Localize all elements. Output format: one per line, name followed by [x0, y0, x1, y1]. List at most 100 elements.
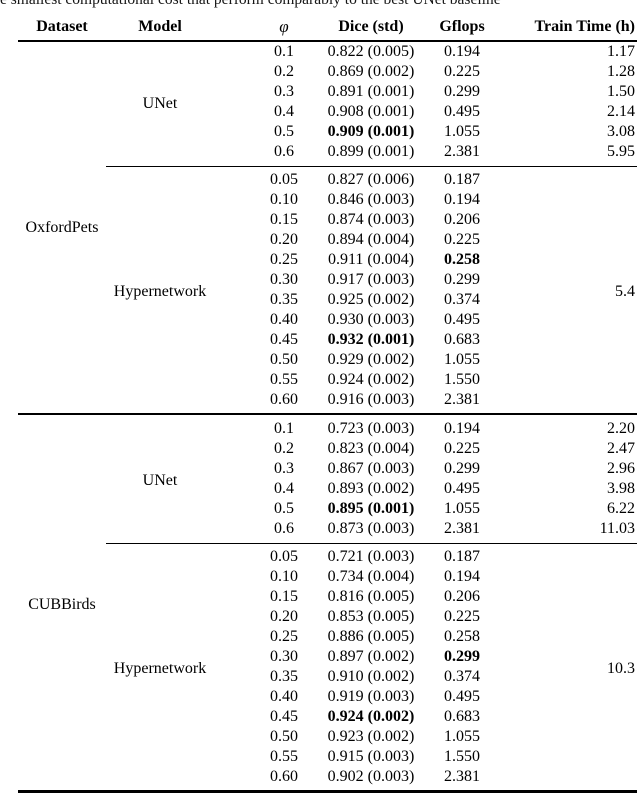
table-row: 0.2 0.823 (0.004) 0.225 2.47 [18, 439, 637, 459]
gflops-cell: 0.194 [444, 568, 480, 585]
table-row: 0.10 0.734 (0.004) 0.194 [18, 567, 637, 587]
gflops-cell: 0.194 [444, 43, 480, 60]
dataset-cell: OxfordPets [25, 218, 99, 236]
table-row: 0.30 0.917 (0.003) 0.299 [18, 270, 637, 290]
dice-cell: 0.886 (0.005) [327, 628, 415, 645]
dice-cell: 0.930 (0.003) [327, 311, 415, 328]
phi-cell: 0.20 [270, 608, 298, 625]
train-time-cell: 2.14 [607, 103, 635, 120]
table-row: 0.50 0.923 (0.002) 1.055 [18, 727, 637, 747]
phi-cell: 0.5 [274, 123, 294, 140]
phi-cell: 0.50 [270, 728, 298, 745]
table-row: 0.5 0.895 (0.001) 1.055 6.22 [18, 499, 637, 519]
table-row: 0.5 0.909 (0.001) 1.055 3.08 [18, 122, 637, 142]
table-row: Hypernetwork 0.05 0.721 (0.003) 0.187 10.3 [18, 543, 637, 792]
phi-cell: 0.4 [274, 480, 294, 497]
dice-cell: 0.932 (0.001) [327, 331, 415, 348]
model-cell: UNet [142, 95, 178, 112]
col-header-train-time: Train Time (h) [514, 14, 637, 42]
train-time-cell: 1.50 [607, 83, 635, 100]
gflops-cell: 1.055 [444, 500, 480, 517]
table-row: 0.50 0.929 (0.002) 1.055 [18, 350, 637, 370]
dice-cell: 0.908 (0.001) [327, 103, 415, 120]
phi-cell: 0.15 [270, 211, 298, 228]
phi-cell: 0.40 [270, 688, 298, 705]
dice-cell: 0.721 (0.003) [314, 543, 424, 567]
dice-cell: 0.910 (0.002) [327, 668, 415, 685]
table-row: 0.25 0.886 (0.005) 0.258 [18, 627, 637, 647]
table-row: 0.40 0.930 (0.003) 0.495 [18, 310, 637, 330]
table-row: 0.55 0.924 (0.002) 1.550 [18, 370, 637, 390]
table-row: 0.45 0.924 (0.002) 0.683 [18, 707, 637, 727]
table-row: 0.60 0.902 (0.003) 2.381 [18, 767, 637, 792]
gflops-cell: 0.683 [444, 708, 480, 725]
phi-cell: 0.55 [270, 748, 298, 765]
table-body: OxfordPets UNet 0.1 0.822 (0.005) 0.194 1.17 0… [18, 41, 637, 792]
table-row: 0.4 0.893 (0.002) 0.495 3.98 [18, 479, 637, 499]
phi-cell: 0.60 [270, 768, 298, 785]
dice-cell: 0.915 (0.003) [327, 748, 415, 765]
table-row: 0.30 0.897 (0.002) 0.299 [18, 647, 637, 667]
gflops-cell: 1.055 [444, 123, 480, 140]
table-row: 0.3 0.891 (0.001) 0.299 1.50 [18, 82, 637, 102]
gflops-cell: 0.206 [444, 211, 480, 228]
phi-cell: 0.35 [270, 668, 298, 685]
gflops-cell: 0.225 [444, 608, 480, 625]
phi-cell: 0.20 [270, 231, 298, 248]
table-row: 0.15 0.816 (0.005) 0.206 [18, 587, 637, 607]
phi-cell: 0.6 [274, 143, 294, 160]
dice-cell: 0.899 (0.001) [327, 143, 415, 160]
phi-cell: 0.55 [270, 371, 298, 388]
gflops-cell: 0.374 [444, 291, 480, 308]
phi-cell: 0.1 [274, 43, 294, 60]
gflops-cell: 0.299 [444, 83, 480, 100]
table-row: 0.20 0.853 (0.005) 0.225 [18, 607, 637, 627]
gflops-cell: 0.299 [444, 271, 480, 288]
phi-cell: 0.10 [270, 568, 298, 585]
table-row: 0.4 0.908 (0.001) 0.495 2.14 [18, 102, 637, 122]
train-time-cell: 11.03 [599, 520, 635, 537]
gflops-cell: 0.187 [424, 543, 514, 567]
table-row: 0.35 0.910 (0.002) 0.374 [18, 667, 637, 687]
dice-cell: 0.874 (0.003) [327, 211, 415, 228]
gflops-cell: 2.381 [444, 143, 480, 160]
results-table: Dataset Model φ Dice (std) Gflops Train … [18, 14, 637, 793]
train-time-cell: 5.4 [514, 166, 637, 414]
table-row: 0.60 0.916 (0.003) 2.381 [18, 390, 637, 414]
dice-cell: 0.917 (0.003) [327, 271, 415, 288]
col-header-model: Model [106, 14, 234, 42]
dice-cell: 0.734 (0.004) [327, 568, 415, 585]
caption-fragment: e smallest computational cost that perfo… [0, 0, 640, 9]
dice-cell: 0.923 (0.002) [327, 728, 415, 745]
dice-cell: 0.919 (0.003) [327, 688, 415, 705]
gflops-cell: 0.194 [444, 191, 480, 208]
dice-cell: 0.723 (0.003) [314, 413, 424, 439]
train-time-cell: 5.95 [607, 143, 635, 160]
dice-cell: 0.916 (0.003) [327, 391, 415, 408]
dice-cell: 0.853 (0.005) [327, 608, 415, 625]
table-row: 0.6 0.873 (0.003) 2.381 11.03 [18, 519, 637, 544]
phi-cell: 0.5 [274, 500, 294, 517]
phi-cell: 0.50 [270, 351, 298, 368]
phi-cell: 0.05 [234, 543, 314, 567]
dice-cell: 0.897 (0.002) [327, 648, 415, 665]
dice-cell: 0.924 (0.002) [327, 708, 415, 725]
train-time-cell: 1.28 [607, 63, 635, 80]
table-row: 0.3 0.867 (0.003) 0.299 2.96 [18, 459, 637, 479]
train-time-cell: 3.08 [607, 123, 635, 140]
gflops-cell: 1.055 [444, 351, 480, 368]
phi-cell: 0.3 [274, 83, 294, 100]
model-cell: Hypernetwork [106, 543, 234, 792]
phi-cell: 0.35 [270, 291, 298, 308]
phi-cell: 0.05 [234, 166, 314, 190]
gflops-cell: 0.495 [444, 311, 480, 328]
gflops-cell: 1.550 [444, 748, 480, 765]
col-header-gflops: Gflops [424, 14, 514, 42]
phi-cell: 0.10 [270, 191, 298, 208]
phi-cell: 0.25 [270, 628, 298, 645]
gflops-cell: 0.258 [444, 251, 480, 268]
dataset-cell: CUBBirds [18, 413, 106, 792]
train-time-cell: 2.20 [514, 413, 637, 439]
phi-cell: 0.2 [274, 440, 294, 457]
gflops-cell: 0.299 [444, 648, 480, 665]
